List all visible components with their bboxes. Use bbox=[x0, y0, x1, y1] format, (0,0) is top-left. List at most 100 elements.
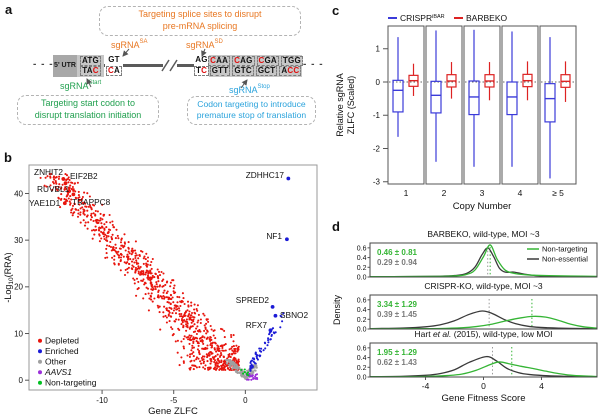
svg-text:2: 2 bbox=[442, 188, 447, 198]
legend-non-essential: Non-essential bbox=[542, 255, 588, 264]
svg-text:0.2: 0.2 bbox=[357, 317, 367, 324]
box-CRISPR-iBAR-1 bbox=[392, 79, 404, 113]
splice-acceptor-seq: AG TC bbox=[193, 55, 210, 77]
svg-text:10: 10 bbox=[14, 329, 23, 338]
svg-text:-1: -1 bbox=[373, 111, 381, 120]
svg-text:4: 4 bbox=[539, 381, 544, 391]
break-slash-2 bbox=[169, 59, 178, 72]
panel-d-label: d bbox=[332, 219, 340, 234]
box-CRISPR-iBAR-2 bbox=[430, 80, 442, 114]
svg-text:-5: -5 bbox=[170, 396, 178, 405]
svg-text:0.4: 0.4 bbox=[357, 255, 367, 262]
gene-point-YAE1D1 bbox=[62, 201, 67, 206]
svg-text:0: 0 bbox=[19, 376, 24, 385]
gene-point-ZNHIT2 bbox=[61, 177, 66, 181]
sgrna-sd-sup: SD bbox=[214, 39, 223, 45]
gray-stat-0: 0.29 ± 0.94 bbox=[377, 258, 418, 267]
gene-label-SPRED2: SPRED2 bbox=[236, 295, 270, 305]
start-note-line1: Targeting start codon to bbox=[40, 98, 136, 108]
density-title-0: BARBEKO, wild-type, MOI ~3 bbox=[427, 229, 539, 239]
sgrna-start-sup: Start bbox=[88, 80, 102, 86]
start-note-box: Targeting start codon to disrupt transla… bbox=[17, 95, 159, 125]
gene-label-RFX7: RFX7 bbox=[246, 320, 268, 330]
legend-Depleted: Depleted bbox=[45, 336, 79, 346]
splice-note-box: Targeting splice sites to disrupt pre-mR… bbox=[99, 6, 301, 36]
svg-text:0.4: 0.4 bbox=[357, 355, 367, 362]
gene-point-RFX7 bbox=[268, 328, 273, 333]
svg-text:0.2: 0.2 bbox=[357, 365, 367, 372]
svg-text:0.2: 0.2 bbox=[357, 265, 367, 272]
splice-donor-seq: GT CA bbox=[105, 55, 123, 77]
svg-text:0: 0 bbox=[243, 396, 248, 405]
panel-c-label: c bbox=[332, 3, 340, 18]
svg-text:0: 0 bbox=[481, 381, 486, 391]
svg-text:40: 40 bbox=[14, 189, 23, 198]
legend-non-targeting: Non-targeting bbox=[542, 245, 587, 254]
legend-Non-targeting: Non-targeting bbox=[45, 378, 97, 388]
left-ellipsis: - - - bbox=[33, 59, 54, 70]
sgrna-stop-label: sgRNAStop bbox=[229, 84, 270, 95]
svg-text:-2: -2 bbox=[373, 144, 381, 153]
stop-note-line1: Codon targeting to introduce bbox=[197, 99, 306, 109]
svg-text:-4: -4 bbox=[422, 381, 430, 391]
legend-Other: Other bbox=[45, 357, 66, 367]
svg-text:-10: -10 bbox=[96, 396, 108, 405]
copy-number-boxplot: 1 0 -1 -2 -3 1 2 3 4 ≥ 5 Copy Number Relative sgRNA… bbox=[335, 13, 577, 212]
legend-Enriched: Enriched bbox=[45, 346, 79, 356]
stop-note-line2: premature stop of translation bbox=[196, 110, 307, 121]
sgrna-sd-base: sgRNA bbox=[186, 40, 215, 50]
svg-text:ZLFC (Scaled): ZLFC (Scaled) bbox=[346, 76, 356, 135]
svg-text:30: 30 bbox=[14, 236, 23, 245]
sgrna-sd-label: sgRNASD bbox=[186, 39, 223, 50]
gene-point-EIF2B2 bbox=[63, 181, 68, 186]
legend-crispr-ibar: CRISPRiBAR bbox=[400, 13, 445, 23]
svg-text:0.6: 0.6 bbox=[357, 297, 367, 304]
gene-label-ZDHHC17: ZDHHC17 bbox=[246, 170, 285, 180]
svg-text:-3: -3 bbox=[373, 178, 381, 187]
green-stat-1: 3.34 ± 1.29 bbox=[377, 300, 418, 309]
splice-note-line1: Targeting splice sites to disrupt bbox=[138, 9, 262, 19]
density-ylabel: Density bbox=[332, 294, 342, 325]
svg-text:Relative sgRNA: Relative sgRNA bbox=[335, 73, 345, 137]
green-stat-2: 1.95 ± 1.29 bbox=[377, 348, 418, 357]
intron-line-left bbox=[103, 64, 163, 67]
box-CRISPR-iBAR-3 bbox=[468, 80, 480, 116]
gene-point-SBNO2 bbox=[273, 313, 278, 318]
svg-text:≥ 5: ≥ 5 bbox=[552, 188, 564, 198]
panel-a-label: a bbox=[5, 2, 13, 17]
gray-stat-2: 0.62 ± 1.43 bbox=[377, 358, 418, 367]
density-title-2: Hart et al. (2015), wild-type, low MOI bbox=[415, 329, 553, 339]
svg-text:20: 20 bbox=[14, 283, 23, 292]
svg-text:Copy Number: Copy Number bbox=[453, 201, 512, 212]
sgrna-start-label: sgRNAStart bbox=[60, 80, 102, 91]
sgrna-sa-base: sgRNA bbox=[111, 40, 140, 50]
svg-text:1: 1 bbox=[404, 188, 409, 198]
gene-label-ZNHIT2: ZNHIT2 bbox=[34, 167, 63, 177]
gene-point-SPRED2 bbox=[270, 305, 275, 309]
legend-AAVS1: AAVS1 bbox=[44, 367, 72, 377]
gene-point-NF1 bbox=[285, 237, 289, 242]
intron-line-right bbox=[177, 64, 209, 67]
green-stat-0: 0.46 ± 0.81 bbox=[377, 248, 418, 257]
break-slash-1 bbox=[161, 59, 170, 72]
svg-text:0.6: 0.6 bbox=[357, 345, 367, 352]
gene-label-TRAPPC8: TRAPPC8 bbox=[72, 197, 111, 207]
density-title-1: CRISPR-KO, wild-type, MOI ~3 bbox=[424, 281, 543, 291]
svg-text:3: 3 bbox=[480, 188, 485, 198]
stop-note-box: Codon targeting to introduce premature s… bbox=[187, 96, 316, 125]
sgrna-sa-label: sgRNASA bbox=[111, 39, 148, 50]
svg-text:0: 0 bbox=[376, 78, 381, 87]
sgrna-sa-sup: SA bbox=[139, 39, 148, 45]
sgrna-stop-sup: Stop bbox=[257, 84, 270, 90]
volcano-points bbox=[39, 172, 285, 381]
gene-label-EIF2B2: EIF2B2 bbox=[70, 171, 98, 181]
svg-text:0.0: 0.0 bbox=[357, 375, 367, 382]
gray-stat-1: 0.39 ± 1.45 bbox=[377, 310, 418, 319]
volcano-plot: 0 10 20 30 40 -10 -5 0 Gene ZLFC -Log10(RRA) ZNHIT… bbox=[3, 164, 318, 416]
gene-label-YAE1D1: YAE1D1 bbox=[29, 198, 61, 208]
gene-label-NF1: NF1 bbox=[266, 231, 282, 241]
gene-point-TRAPPC8 bbox=[71, 192, 76, 197]
sgrna-stop-base: sgRNA bbox=[229, 85, 258, 95]
panel-a: a Targeting splice sites to disrupt pre-… bbox=[0, 0, 330, 150]
